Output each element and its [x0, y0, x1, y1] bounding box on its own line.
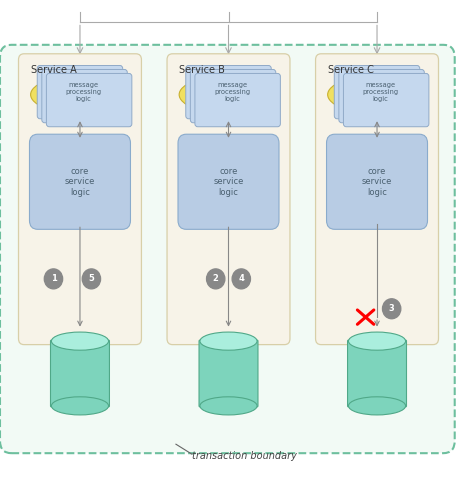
Circle shape — [44, 269, 63, 289]
Text: message
processing
logic: message processing logic — [214, 82, 250, 102]
Ellipse shape — [200, 397, 257, 415]
Ellipse shape — [47, 82, 113, 108]
FancyBboxPatch shape — [178, 134, 279, 229]
Text: core
service
logic: core service logic — [65, 167, 95, 197]
FancyBboxPatch shape — [326, 134, 427, 229]
Ellipse shape — [31, 76, 129, 114]
Text: core
service
logic: core service logic — [213, 167, 244, 197]
Text: 1: 1 — [51, 274, 56, 283]
FancyBboxPatch shape — [50, 340, 110, 407]
FancyBboxPatch shape — [199, 340, 258, 407]
FancyBboxPatch shape — [190, 70, 276, 123]
FancyBboxPatch shape — [339, 70, 424, 123]
FancyBboxPatch shape — [42, 70, 127, 123]
Text: Service C: Service C — [328, 65, 374, 75]
Text: 5: 5 — [89, 274, 94, 283]
Circle shape — [82, 269, 101, 289]
Text: message
processing
logic: message processing logic — [362, 82, 399, 102]
Text: 2: 2 — [213, 274, 218, 283]
FancyBboxPatch shape — [29, 134, 131, 229]
FancyBboxPatch shape — [0, 45, 455, 453]
FancyBboxPatch shape — [195, 74, 280, 127]
Ellipse shape — [348, 397, 406, 415]
Text: 3: 3 — [389, 304, 394, 313]
FancyBboxPatch shape — [167, 54, 290, 345]
FancyBboxPatch shape — [37, 66, 122, 119]
Ellipse shape — [51, 332, 109, 350]
Text: core
service
logic: core service logic — [362, 167, 392, 197]
FancyBboxPatch shape — [344, 74, 429, 127]
Ellipse shape — [200, 332, 257, 350]
FancyBboxPatch shape — [46, 74, 132, 127]
Ellipse shape — [328, 76, 426, 114]
Ellipse shape — [179, 76, 278, 114]
FancyBboxPatch shape — [186, 66, 271, 119]
Ellipse shape — [195, 82, 262, 108]
FancyBboxPatch shape — [347, 340, 406, 407]
Text: transaction boundary: transaction boundary — [192, 451, 297, 461]
FancyBboxPatch shape — [334, 66, 420, 119]
Circle shape — [207, 269, 225, 289]
Circle shape — [232, 269, 250, 289]
Text: Service B: Service B — [179, 65, 225, 75]
Text: message
processing
logic: message processing logic — [65, 82, 102, 102]
Text: Service A: Service A — [31, 65, 77, 75]
FancyBboxPatch shape — [18, 54, 141, 345]
Ellipse shape — [344, 82, 410, 108]
FancyBboxPatch shape — [315, 54, 438, 345]
Text: 4: 4 — [239, 274, 244, 283]
Ellipse shape — [348, 332, 406, 350]
Ellipse shape — [51, 397, 109, 415]
Circle shape — [383, 299, 401, 319]
